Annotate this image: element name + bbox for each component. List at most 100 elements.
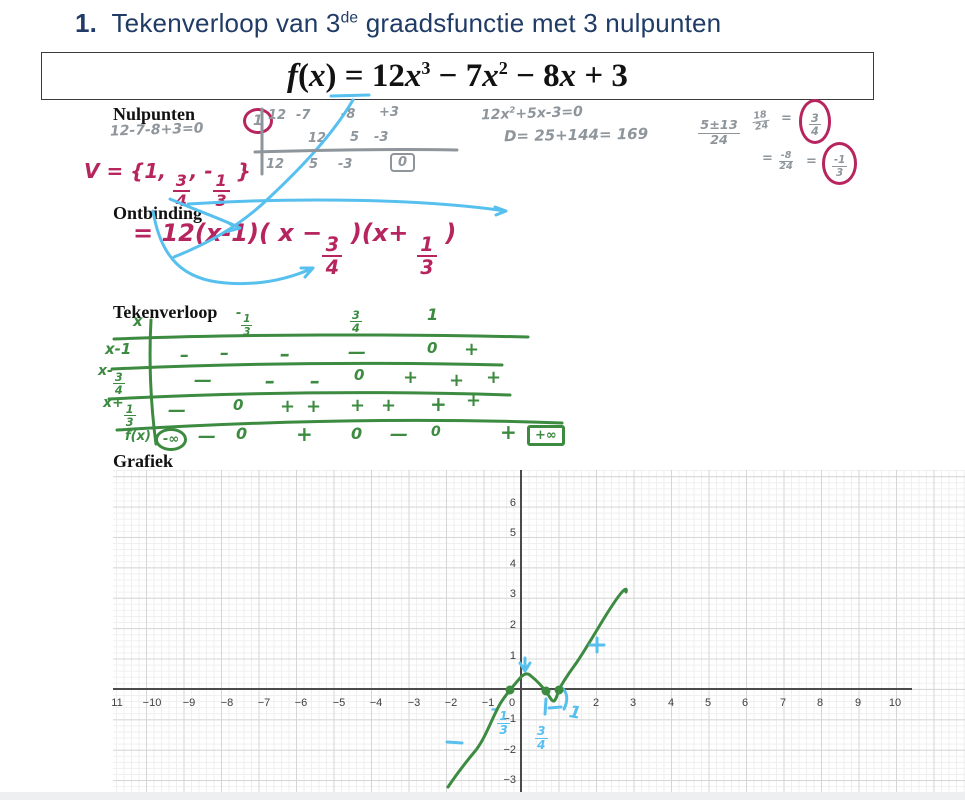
y-axis-label: 5: [509, 527, 516, 539]
horner-bot-1: 12: [266, 157, 285, 172]
root-2-eq2: =: [806, 154, 817, 169]
green-table-line2: [110, 361, 504, 371]
root-1-frac: 18 24: [751, 108, 770, 134]
graph-x-axis: [113, 688, 912, 690]
x-axis-label: −6: [294, 697, 308, 709]
discriminant: D= 25+144= 169: [503, 124, 649, 146]
horner-mid-3: -3: [374, 130, 389, 145]
heading-grafiek: Grafiek: [113, 451, 173, 471]
x-axis-label: 8: [816, 697, 824, 709]
root-1-eq: =: [781, 111, 792, 126]
horner-bot-3: -3: [338, 157, 353, 172]
r2-s7: +: [486, 367, 502, 388]
x-axis-label: 4: [667, 697, 675, 709]
y-axis-label: 6: [509, 497, 516, 509]
x-axis-label: 11: [111, 697, 123, 709]
gray-horner-horizontal: [253, 148, 459, 154]
r3-s2: 0: [233, 396, 244, 414]
r1-s1: –: [180, 345, 189, 366]
row-label-fx: f(x): [125, 429, 151, 444]
r4-s5: —: [390, 424, 408, 445]
r1-s4: —: [348, 342, 366, 363]
heading-tekenverloop: Tekenverloop: [113, 302, 218, 322]
r3-s4: +: [306, 396, 322, 417]
horner-top-3: -8: [341, 107, 356, 122]
horner-top-4: +3: [379, 105, 399, 120]
x-axis-label: −10: [142, 697, 162, 709]
r4-s3: +: [296, 422, 313, 446]
x-axis-label: 10: [888, 697, 902, 709]
quadratic-eq: 12x2+5x-3=0: [480, 103, 584, 124]
r4-s1: —: [198, 426, 216, 447]
horner-bot-2: 5: [309, 157, 319, 172]
page-bottom-edge: [0, 792, 965, 800]
r2-s2: –: [265, 369, 275, 393]
page-title: 1. Tekenverloop van 3de graadsfunctie me…: [75, 8, 722, 38]
root-2-eq1: =: [762, 151, 773, 166]
r3-s5: +: [350, 395, 366, 416]
r3-s7: +: [430, 392, 447, 416]
r4-pinf: +∞: [527, 425, 565, 446]
r4-s2: 0: [236, 424, 248, 443]
r3-s8: +: [466, 390, 482, 411]
r4-minf: -∞: [155, 428, 188, 451]
r1-s2: –: [220, 343, 229, 364]
x-axis-label: 2: [592, 697, 600, 709]
x-axis-label: −7: [257, 697, 271, 709]
x-axis-label: −9: [182, 697, 196, 709]
root-2-frac: -8 24: [779, 149, 794, 173]
r2-s3: –: [310, 369, 320, 393]
horner-top-1: 12: [268, 108, 287, 123]
horner-mid-1: 12: [308, 131, 327, 146]
row-label-x13: x+ 1 3: [103, 396, 136, 429]
r3-s1: —: [168, 400, 186, 421]
x-axis-label: 6: [741, 697, 749, 709]
horner-remainder: 0: [390, 153, 416, 172]
x-axis-label: −8: [220, 697, 234, 709]
horner-top-2: -7: [296, 108, 311, 123]
r2-s1: —: [194, 370, 212, 391]
check-f-of-1: 12-7-8+3=0: [109, 120, 204, 140]
r2-s5: +: [403, 367, 419, 388]
x-axis-label: 7: [779, 697, 787, 709]
row-label-x-1: x-1: [105, 340, 132, 358]
r2-s6: +: [449, 370, 465, 391]
root-formula: 5±13 24: [698, 110, 741, 148]
x-axis-label: −4: [369, 697, 383, 709]
y-axis-label: 3: [509, 588, 516, 600]
r1-s3: –: [280, 342, 290, 366]
r3-s3: +: [280, 396, 296, 417]
r4-s7: +: [500, 420, 517, 444]
r1-s5: 0: [427, 339, 438, 357]
row-label-x: x: [133, 312, 143, 330]
r4-s4: 0: [351, 424, 363, 443]
root-2-value: -1 3: [822, 142, 858, 185]
y-axis-label: −2: [503, 744, 516, 756]
y-axis-label: 1: [509, 650, 516, 662]
x-axis-label: −3: [407, 697, 421, 709]
r1-s6: +: [464, 339, 480, 360]
col-value-3: 1: [427, 305, 439, 324]
x-axis-label: 9: [854, 697, 862, 709]
row-label-x-34: x- 3 4: [98, 364, 125, 397]
y-axis-label: −3: [503, 774, 516, 786]
green-table-line4: [115, 418, 564, 432]
x-axis-label: 3: [629, 697, 637, 709]
graph-y-axis: [520, 470, 522, 792]
green-table-vertical: [148, 318, 158, 446]
x-axis-label: −2: [444, 697, 458, 709]
x-axis-label: 5: [704, 697, 712, 709]
y-axis-label: 2: [509, 619, 516, 631]
r3-s6: +: [381, 395, 397, 416]
x-axis-label: −5: [332, 697, 346, 709]
r2-s4: 0: [354, 366, 365, 384]
function-formula: f(x) = 12x3 − 7x2 − 8x + 3: [287, 57, 628, 94]
